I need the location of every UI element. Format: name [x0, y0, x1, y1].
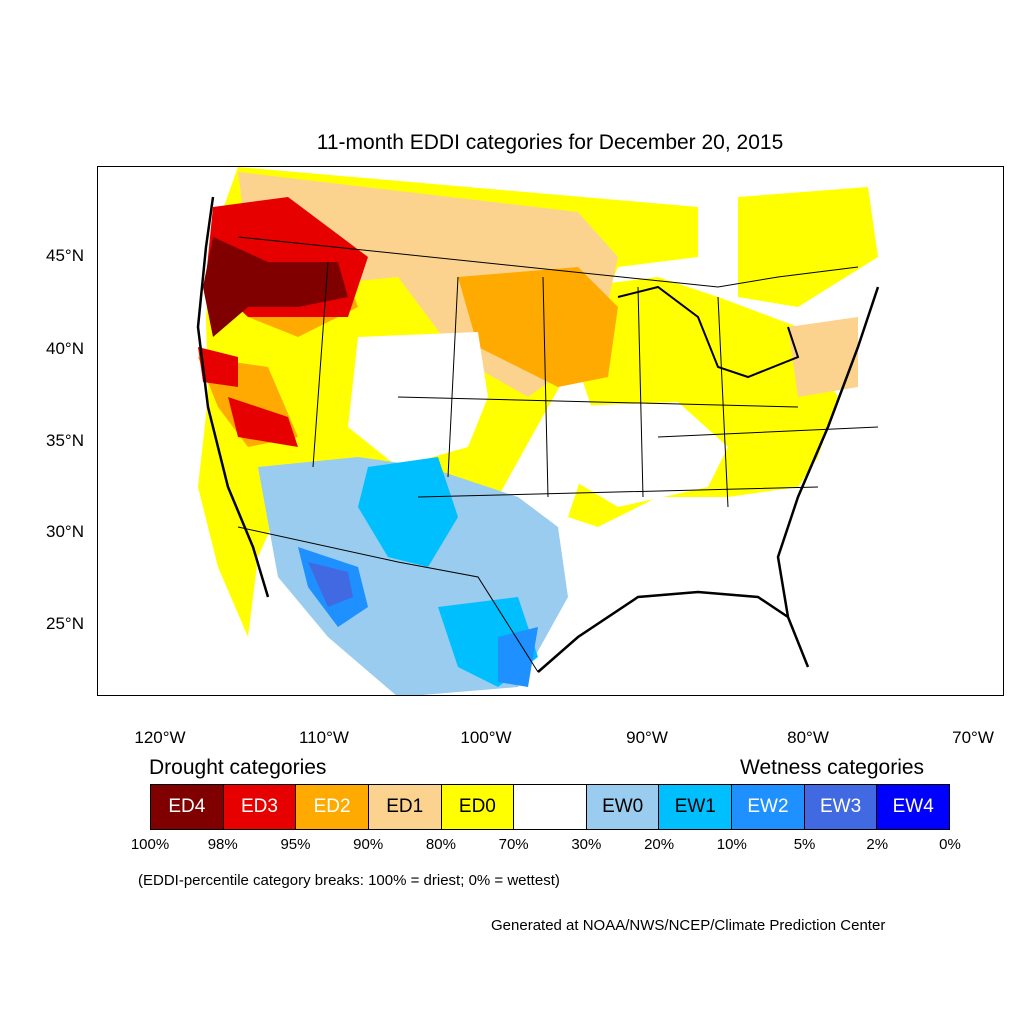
- legend-note: (EDDI-percentile category breaks: 100% =…: [138, 872, 560, 889]
- state-lines-east: [397, 396, 879, 498]
- legend-color-bar: ED4 ED3 ED2 ED1 ED0 EW0 EW1 EW2 EW3 EW4: [150, 784, 950, 830]
- legend-box-ew3: EW3: [804, 785, 878, 829]
- region-ew3-mexico: [308, 562, 353, 607]
- map-title: 11-month EDDI categories for December 20…: [316, 131, 784, 154]
- legend-box-ed2: ED2: [296, 785, 369, 829]
- lon-tick-70: 70°W: [952, 728, 994, 747]
- legend-box-ed1: ED1: [368, 785, 442, 829]
- credit-text: Generated at NOAA/NWS/NCEP/Climate Predi…: [491, 917, 886, 934]
- eddi-map: [97, 166, 1004, 696]
- coastline-pacific: [196, 196, 270, 598]
- region-neutral-central: [548, 402, 728, 507]
- legend-box-ed3: ED3: [223, 785, 297, 829]
- border-mexico: [237, 526, 539, 673]
- legend-box-ew0: EW0: [586, 785, 660, 829]
- percentile-label: 100%: [130, 836, 170, 853]
- legend-box-neutral: [514, 785, 587, 829]
- great-lakes: [617, 285, 800, 379]
- legend-box-ed4: ED4: [151, 785, 224, 829]
- border-canada: [237, 236, 859, 288]
- coastline-gulf: [537, 590, 789, 673]
- percentile-label: 30%: [571, 836, 602, 853]
- region-ed0-northeast: [738, 187, 878, 307]
- percentile-label: 20%: [644, 836, 675, 853]
- region-ed4-northwest: [203, 237, 348, 337]
- percentile-label: 90%: [353, 836, 384, 853]
- region-ed3-california: [228, 397, 298, 447]
- percentile-label: 80%: [425, 836, 456, 853]
- lon-tick-80: 80°W: [787, 728, 829, 747]
- region-neutral-rockies: [348, 332, 488, 467]
- legend-box-ew2: EW2: [732, 785, 805, 829]
- percentile-label: 98%: [207, 836, 238, 853]
- legend-box-ew4: EW4: [877, 785, 950, 829]
- legend-box-ew1: EW1: [659, 785, 733, 829]
- lat-tick-35: 35°N: [46, 431, 84, 450]
- state-lines-north: [312, 261, 729, 508]
- percentile-label: 5%: [793, 836, 816, 853]
- percentile-label: 95%: [280, 836, 311, 853]
- region-ew1-southwest: [358, 457, 458, 567]
- lat-tick-25: 25°N: [46, 614, 84, 633]
- legend-drought-heading: Drought categories: [149, 756, 327, 779]
- region-ew2-texas: [498, 627, 538, 687]
- conus-map-svg: [196, 167, 880, 695]
- lat-tick-45: 45°N: [46, 246, 84, 265]
- percentile-label: 0%: [939, 836, 961, 853]
- percentile-label: 2%: [866, 836, 889, 853]
- lon-tick-90: 90°W: [626, 728, 668, 747]
- region-ed3-nv: [198, 347, 238, 387]
- percentile-label: 10%: [716, 836, 747, 853]
- legend-wetness-heading: Wetness categories: [740, 756, 925, 779]
- lat-tick-30: 30°N: [46, 522, 84, 541]
- percentile-label: 70%: [498, 836, 529, 853]
- region-ed2-plains: [458, 267, 618, 387]
- lon-tick-120: 120°W: [134, 728, 186, 747]
- legend-box-ed0: ED0: [441, 785, 515, 829]
- lon-tick-100: 100°W: [460, 728, 512, 747]
- region-ed1-east: [788, 317, 858, 397]
- lon-tick-110: 110°W: [299, 728, 349, 747]
- lat-tick-40: 40°N: [46, 339, 84, 358]
